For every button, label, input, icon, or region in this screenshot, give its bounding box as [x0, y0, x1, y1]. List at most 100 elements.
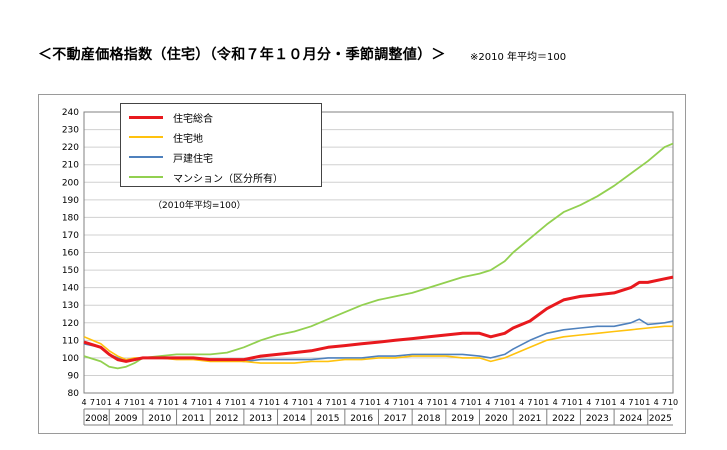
chart-legend: 住宅総合 住宅地 戸建住宅 マンション（区分所有） — [120, 103, 322, 187]
y-tick-label-230: 230 — [62, 126, 79, 136]
x-tick-month-2018-01: 1 — [410, 398, 415, 407]
x-tick-month-2017-07: 7 — [393, 398, 398, 407]
x-tick-month-2024-07: 7 — [628, 398, 633, 407]
x-tick-month-2010-04: 4 — [149, 398, 154, 407]
x-tick-month-2013-01: 1 — [241, 398, 246, 407]
x-tick-month-2021-04: 4 — [519, 398, 524, 407]
x-tick-month-2012-01: 1 — [208, 398, 213, 407]
x-tick-year-2011: 2011 — [182, 414, 205, 424]
x-tick-year-2015: 2015 — [317, 414, 340, 424]
legend-item-land: 住宅地 — [129, 130, 203, 145]
x-tick-month-2016-10: 10 — [365, 398, 375, 407]
x-tick-month-2009-07: 7 — [124, 398, 129, 407]
legend-item-condo: マンション（区分所有） — [129, 170, 283, 185]
legend-swatch-land — [129, 136, 163, 138]
legend-item-detached: 戸建住宅 — [129, 150, 213, 165]
x-tick-month-2015-10: 10 — [331, 398, 341, 407]
x-tick-month-2017-01: 1 — [376, 398, 381, 407]
x-tick-month-2011-10: 10 — [197, 398, 207, 407]
x-tick-month-2021-10: 10 — [533, 398, 543, 407]
x-tick-month-2019-07: 7 — [460, 398, 465, 407]
x-tick-month-2019-10: 10 — [466, 398, 476, 407]
y-tick-label-200: 200 — [62, 178, 79, 188]
x-tick-month-2025-10: 10 — [668, 398, 678, 407]
x-tick-year-2017: 2017 — [384, 414, 407, 424]
x-tick-month-2020-04: 4 — [485, 398, 490, 407]
x-tick-year-2008: 2008 — [85, 414, 108, 424]
x-tick-month-2016-01: 1 — [342, 398, 347, 407]
y-tick-label-130: 130 — [62, 301, 79, 311]
chart-base-note: （2010年平均=100） — [153, 201, 246, 211]
y-tick-label-170: 170 — [62, 231, 79, 241]
x-tick-month-2015-01: 1 — [309, 398, 314, 407]
y-tick-label-110: 110 — [62, 336, 79, 346]
legend-label-detached: 戸建住宅 — [173, 153, 213, 165]
x-tick-year-2020: 2020 — [485, 414, 508, 424]
x-tick-month-2013-10: 10 — [264, 398, 274, 407]
y-tick-label-210: 210 — [62, 161, 79, 171]
legend-swatch-detached — [129, 156, 163, 158]
y-tick-label-80: 80 — [68, 389, 80, 399]
x-tick-year-2021: 2021 — [519, 414, 542, 424]
x-tick-month-2014-07: 7 — [292, 398, 297, 407]
x-tick-month-2012-07: 7 — [224, 398, 229, 407]
x-tick-month-2009-01: 1 — [107, 398, 112, 407]
y-tick-label-150: 150 — [62, 266, 79, 276]
x-tick-year-2009: 2009 — [115, 414, 138, 424]
x-tick-month-2019-04: 4 — [452, 398, 457, 407]
x-tick-month-2023-04: 4 — [586, 398, 591, 407]
x-tick-year-2019: 2019 — [451, 414, 474, 424]
x-tick-month-2021-07: 7 — [527, 398, 532, 407]
x-tick-year-2022: 2022 — [552, 414, 575, 424]
x-tick-month-2023-07: 7 — [595, 398, 600, 407]
legend-item-total: 住宅総合 — [129, 110, 213, 125]
x-tick-month-2022-01: 1 — [544, 398, 549, 407]
x-tick-month-2023-01: 1 — [578, 398, 583, 407]
x-tick-month-2020-01: 1 — [477, 398, 482, 407]
x-tick-month-2022-10: 10 — [567, 398, 577, 407]
x-tick-year-2016: 2016 — [350, 414, 373, 424]
x-tick-year-2014: 2014 — [283, 414, 306, 424]
x-tick-year-2023: 2023 — [586, 414, 609, 424]
x-tick-month-2021-01: 1 — [511, 398, 516, 407]
x-tick-month-2023-10: 10 — [601, 398, 611, 407]
x-tick-month-2008-07: 7 — [90, 398, 95, 407]
x-tick-month-2012-04: 4 — [216, 398, 221, 407]
y-tick-label-160: 160 — [62, 249, 79, 259]
x-tick-year-2012: 2012 — [216, 414, 239, 424]
x-tick-month-2024-01: 1 — [612, 398, 617, 407]
x-tick-month-2016-04: 4 — [351, 398, 356, 407]
x-tick-month-2011-01: 1 — [174, 398, 179, 407]
x-tick-month-2009-04: 4 — [115, 398, 120, 407]
page-title: ＜不動産価格指数（住宅）（令和７年１０月分・季節調整値）＞ — [38, 47, 446, 63]
x-tick-year-2018: 2018 — [418, 414, 441, 424]
y-tick-label-120: 120 — [62, 319, 79, 329]
legend-swatch-total — [129, 115, 163, 119]
series-line-0 — [83, 275, 674, 363]
x-tick-month-2017-04: 4 — [384, 398, 389, 407]
x-tick-month-2014-04: 4 — [283, 398, 288, 407]
x-tick-month-2008-04: 4 — [81, 398, 86, 407]
x-tick-month-2012-10: 10 — [230, 398, 240, 407]
x-tick-month-2016-07: 7 — [359, 398, 364, 407]
x-tick-month-2015-04: 4 — [317, 398, 322, 407]
legend-swatch-condo — [129, 176, 163, 178]
x-tick-year-2025: 2025 — [649, 414, 672, 424]
x-tick-month-2017-10: 10 — [399, 398, 409, 407]
x-tick-month-2011-07: 7 — [191, 398, 196, 407]
x-tick-month-2014-01: 1 — [275, 398, 280, 407]
base-year-note: ※2010 年平均＝100 — [470, 52, 567, 63]
y-tick-label-180: 180 — [62, 213, 79, 223]
y-tick-label-220: 220 — [62, 143, 79, 153]
x-tick-month-2011-04: 4 — [182, 398, 187, 407]
x-tick-month-2022-04: 4 — [553, 398, 558, 407]
x-tick-month-2024-10: 10 — [634, 398, 644, 407]
y-tick-label-90: 90 — [68, 371, 80, 381]
y-tick-label-240: 240 — [62, 108, 79, 118]
x-tick-month-2024-04: 4 — [620, 398, 625, 407]
x-tick-month-2020-07: 7 — [494, 398, 499, 407]
legend-label-total: 住宅総合 — [173, 113, 213, 125]
x-tick-month-2010-10: 10 — [163, 398, 173, 407]
x-tick-month-2014-10: 10 — [298, 398, 308, 407]
plot-area-border — [83, 111, 674, 394]
